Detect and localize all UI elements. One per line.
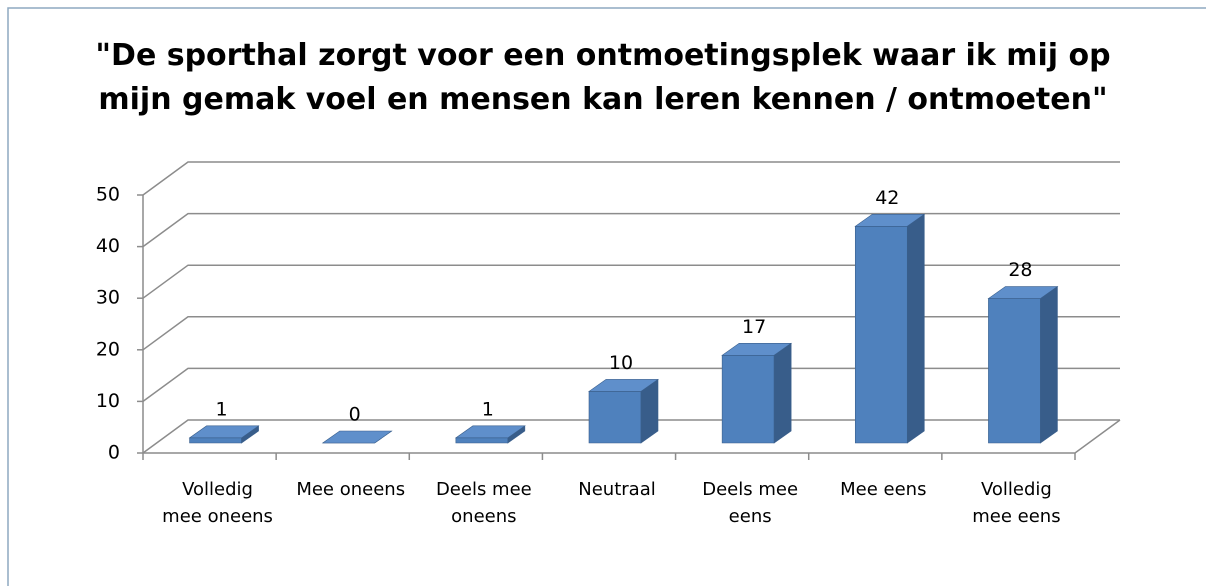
bar-top [454, 425, 526, 439]
y-tick-label: 20 [96, 338, 120, 360]
x-tick-label: Neutraal [578, 479, 656, 500]
grid-line [142, 367, 1120, 403]
bar-front [189, 437, 242, 444]
chart-frame [7, 7, 1206, 586]
bar-top [721, 342, 793, 356]
value-label: 42 [875, 187, 899, 209]
y-tick-label: 30 [96, 287, 120, 309]
y-tick-label: 40 [96, 235, 120, 257]
value-label: 0 [349, 404, 361, 426]
value-label: 28 [1008, 259, 1032, 281]
bar-top [854, 213, 926, 227]
bar-top [188, 425, 260, 439]
bar-front [455, 437, 509, 444]
x-tick-label: Deels mee eens [702, 479, 799, 527]
y-tick-label: 10 [96, 390, 120, 412]
bar-front [988, 298, 1041, 444]
bar [854, 213, 926, 444]
bar-side [906, 213, 925, 444]
y-tick-label: 0 [108, 442, 120, 464]
grid-line [142, 161, 1120, 196]
grid-line [142, 419, 1120, 454]
bar-front [721, 354, 775, 444]
chart-title: "De sporthal zorgt voor een ontmoetingsp… [95, 38, 1111, 117]
grid-line [142, 212, 1120, 248]
bar [321, 430, 393, 444]
x-tick-label: Volledig mee eens [972, 479, 1061, 527]
x-tick-label: Mee eens [840, 479, 927, 500]
bar-front [854, 225, 908, 444]
bar [721, 342, 793, 444]
bar-side [1040, 285, 1058, 444]
bar-top [321, 430, 393, 444]
grid-line [142, 264, 1120, 299]
bar-side [773, 342, 792, 444]
grid-line [142, 316, 1120, 351]
bar-front [588, 391, 642, 444]
x-tick-label: Volledig mee oneens [162, 479, 273, 527]
x-tick-label: Deels mee oneens [435, 479, 532, 527]
bar [454, 425, 526, 444]
bar-top [588, 379, 659, 392]
bar [987, 285, 1059, 444]
value-label: 1 [482, 398, 494, 420]
value-label: 1 [216, 398, 228, 420]
x-tick-label: Mee oneens [296, 479, 406, 500]
value-label: 10 [609, 352, 633, 374]
bar [188, 425, 260, 444]
y-tick-label: 50 [96, 184, 120, 206]
bar [588, 378, 659, 444]
value-label: 17 [742, 316, 766, 338]
bar-top [987, 286, 1059, 299]
